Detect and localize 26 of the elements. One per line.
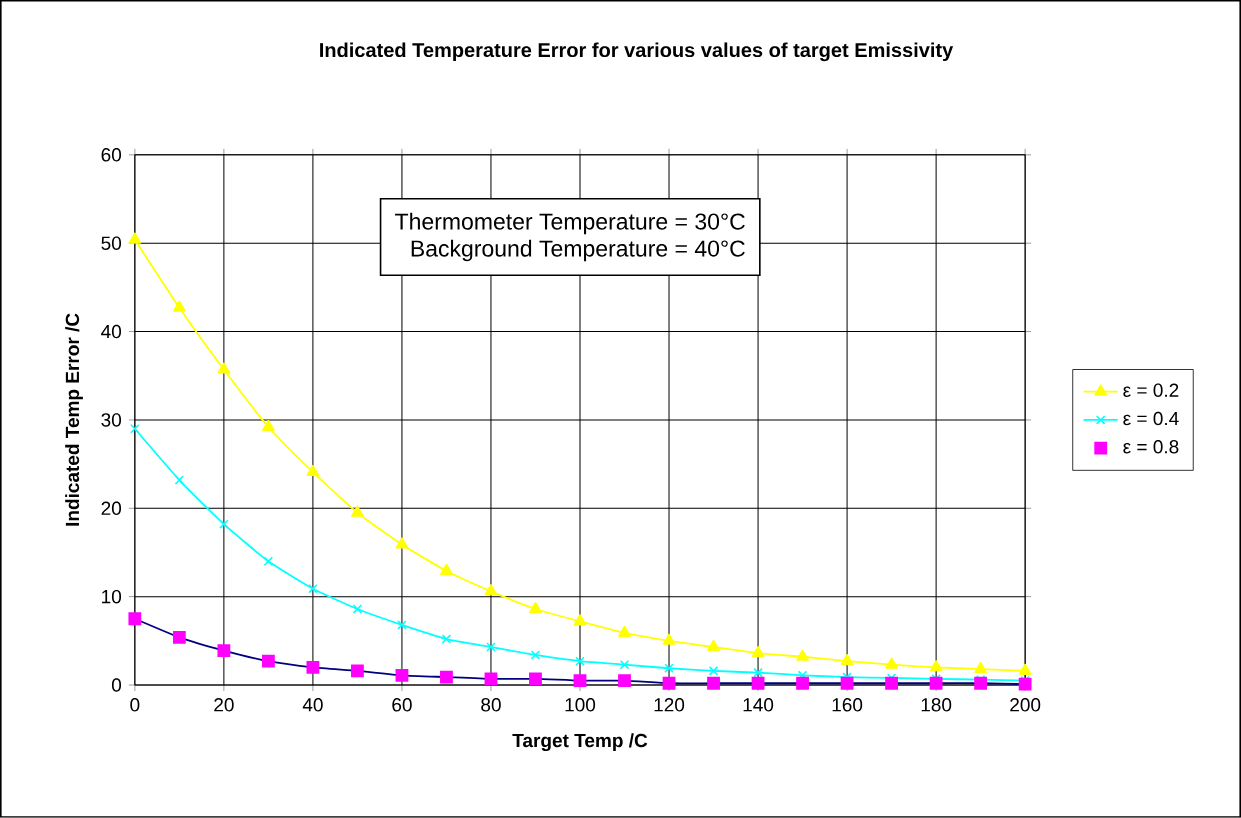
x-tick-label: 200 [1010,698,1041,712]
y-tick-label: 20 [101,501,122,516]
x-tick-label: 180 [921,698,952,712]
x-tick-label: 80 [481,698,501,712]
x-tick-label: 40 [302,698,323,712]
y-tick-label: 50 [101,236,122,250]
legend-label: ε = 0.2 [1123,383,1179,398]
x-tick-label: 20 [214,698,234,712]
x-tick-label: 120 [654,698,685,712]
y-tick-label: 30 [101,413,122,427]
annotation: Background Temperature = 40°C [411,239,745,262]
chart-title: Indicated Temperature Error for various values of target Emissivity [320,42,954,62]
y-tick-label: 10 [102,589,122,604]
legend-label: ε = 0.8 [1123,440,1179,454]
y-tick-label: 60 [101,148,122,162]
x-tick-label: 60 [392,698,412,712]
x-tick-label: 0 [130,698,140,712]
x-tick-label: 160 [832,698,863,712]
y-tick-label: 0 [111,678,122,692]
y-axis-title: Indicated Temp Error /C [65,313,83,526]
annotation: Thermometer Temperature = 30°C [395,212,745,235]
y-tick-label: 40 [101,324,122,339]
x-tick-label: 140 [743,698,774,712]
x-axis-title: Target Temp /C [512,733,648,752]
x-tick-label: 100 [565,698,596,712]
legend-label: ε = 0.4 [1123,411,1179,426]
